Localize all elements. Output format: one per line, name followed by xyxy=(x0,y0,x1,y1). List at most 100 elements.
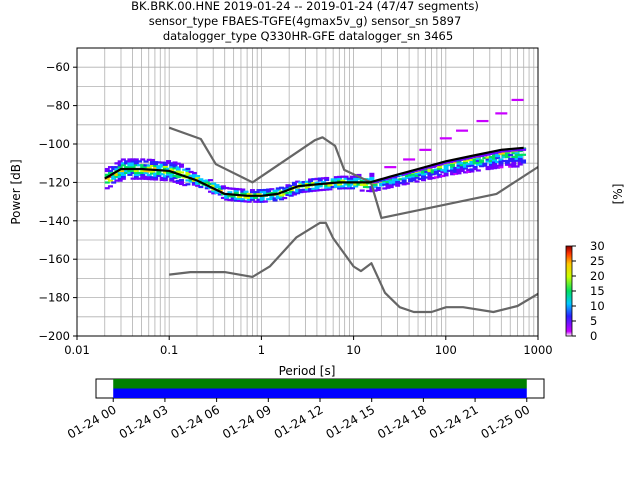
pdf-cell xyxy=(185,167,191,171)
pdf-cell xyxy=(253,191,259,194)
pdf-cell xyxy=(475,159,481,162)
pdf-cell xyxy=(266,190,272,193)
pdf-cell xyxy=(295,180,301,183)
pdf-cell xyxy=(149,160,155,164)
pdf-cell xyxy=(440,171,446,174)
pdf-cell xyxy=(104,177,110,180)
pdf-cell xyxy=(124,166,130,169)
pdf-cell xyxy=(114,175,120,178)
pdf-cell xyxy=(143,160,149,163)
pdf-cell xyxy=(301,182,307,186)
pdf-cell xyxy=(346,185,352,188)
timeline-tick-label: 01-24 06 xyxy=(168,402,222,441)
pdf-cell xyxy=(404,176,410,179)
pdf-cell xyxy=(475,157,481,161)
pdf-cell xyxy=(246,192,252,196)
pdf-cell xyxy=(130,169,136,173)
pdf-cell xyxy=(385,182,391,186)
pdf-cell xyxy=(249,189,255,192)
pdf-cell xyxy=(178,179,184,182)
pdf-cell xyxy=(459,169,465,172)
pdf-cell xyxy=(462,159,468,162)
pdf-cell xyxy=(485,156,491,159)
y-tick-label: −100 xyxy=(38,137,70,151)
pdf-cell xyxy=(133,171,139,174)
pdf-cell xyxy=(117,164,123,167)
pdf-cell xyxy=(249,191,255,194)
pdf-cell xyxy=(353,179,359,182)
pdf-cell xyxy=(362,180,368,183)
pdf-cell xyxy=(117,160,123,163)
pdf-cell xyxy=(262,188,268,192)
pdf-cell xyxy=(433,168,439,171)
pdf-cell xyxy=(172,174,178,178)
pdf-cell xyxy=(120,158,126,161)
pdf-cell xyxy=(249,196,255,199)
pdf-cell xyxy=(439,137,452,140)
pdf-cell xyxy=(195,182,201,185)
pdf-cell xyxy=(279,194,285,197)
pdf-cell xyxy=(517,157,523,160)
timeline-tick-label: 01-24 15 xyxy=(323,402,377,441)
pdf-cell xyxy=(350,177,356,180)
pdf-cell xyxy=(111,181,117,184)
pdf-cell xyxy=(159,163,165,166)
pdf-cell xyxy=(156,170,162,174)
pdf-cell xyxy=(337,175,343,179)
x-axis: 0.01 0.1 1 10 100 1000 xyxy=(64,336,553,357)
pdf-cell xyxy=(488,152,494,156)
pdf-cell xyxy=(350,179,356,182)
pdf-cell xyxy=(398,178,404,181)
pdf-cell xyxy=(227,198,233,202)
pdf-cell xyxy=(117,173,123,176)
pdf-cell xyxy=(482,156,488,160)
pdf-cell xyxy=(521,153,527,156)
pdf-cell xyxy=(385,184,391,187)
pdf-cell xyxy=(495,166,501,169)
pdf-cell xyxy=(308,180,314,183)
pdf-cell xyxy=(411,179,417,182)
timeline-tick-label: 01-24 21 xyxy=(427,402,481,441)
pdf-cell xyxy=(388,178,394,181)
x-tick-label: 1000 xyxy=(523,343,552,357)
pdf-cell xyxy=(453,172,459,175)
pdf-cell xyxy=(159,165,165,168)
pdf-cell xyxy=(191,181,197,184)
pdf-cell xyxy=(162,171,168,174)
pdf-cell xyxy=(337,187,343,190)
pdf-cell xyxy=(259,189,265,192)
timeline-tick-label: 01-24 00 xyxy=(65,402,119,441)
pdf-cell xyxy=(330,180,336,183)
pdf-cell xyxy=(291,183,297,186)
pdf-cell xyxy=(117,171,123,175)
pdf-cell xyxy=(288,184,294,188)
pdf-cell xyxy=(521,148,527,151)
pdf-cell xyxy=(275,187,281,190)
colorbar-tick-label: 10 xyxy=(590,299,605,313)
pdf-cell xyxy=(185,183,191,186)
pdf-cell xyxy=(472,158,478,161)
pdf-cell xyxy=(479,154,485,158)
pdf-cell xyxy=(146,176,152,179)
pdf-cell xyxy=(175,162,181,165)
pdf-cell xyxy=(498,152,504,155)
colorbar-tick-label: 0 xyxy=(590,329,597,343)
pdf-cell xyxy=(427,177,433,180)
pdf-cell xyxy=(491,153,497,156)
pdf-cell xyxy=(514,159,520,162)
pdf-cell xyxy=(178,180,184,184)
pdf-cell xyxy=(291,191,297,194)
pdf-cell xyxy=(211,182,217,185)
pdf-cell xyxy=(424,168,430,171)
pdf-cell xyxy=(162,175,168,178)
pdf-cell xyxy=(421,179,427,182)
pdf-cell xyxy=(504,155,510,159)
pdf-cell xyxy=(224,194,230,197)
pdf-cell xyxy=(414,176,420,179)
pdf-cell xyxy=(301,188,307,191)
pdf-cell xyxy=(350,183,356,186)
pdf-cell xyxy=(279,196,285,199)
pdf-cell xyxy=(472,155,478,159)
pdf-cell xyxy=(453,168,459,171)
